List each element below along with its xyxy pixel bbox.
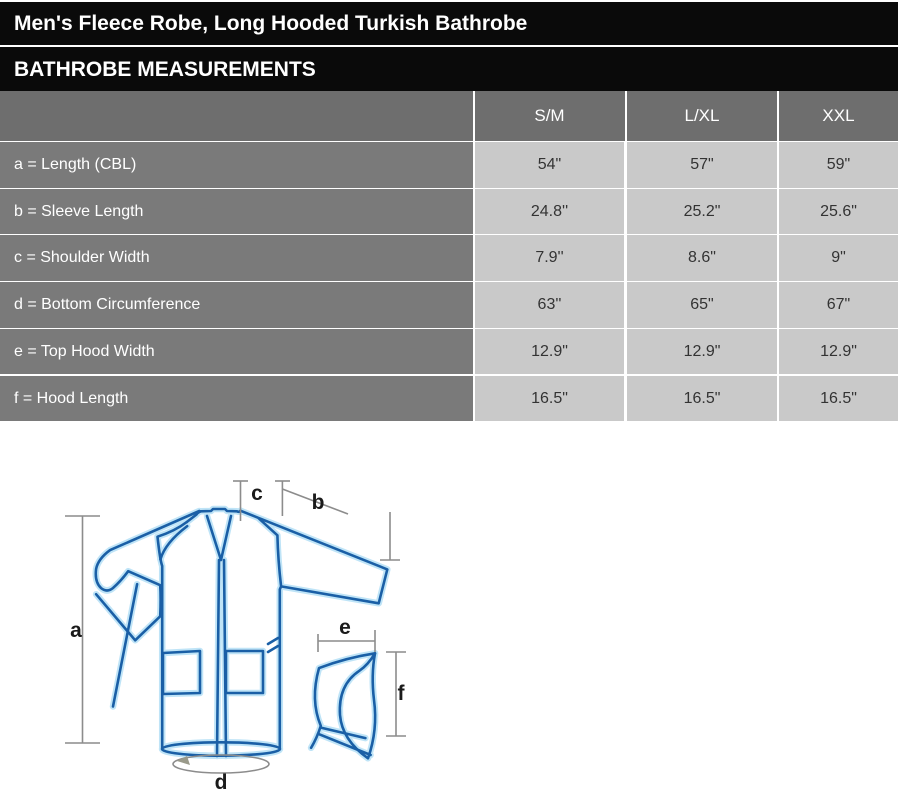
svg-text:d: d xyxy=(215,771,228,794)
svg-text:c: c xyxy=(251,482,263,505)
svg-text:f: f xyxy=(398,682,406,705)
svg-text:a: a xyxy=(70,619,82,642)
svg-text:e: e xyxy=(339,616,351,639)
svg-text:b: b xyxy=(312,491,325,514)
